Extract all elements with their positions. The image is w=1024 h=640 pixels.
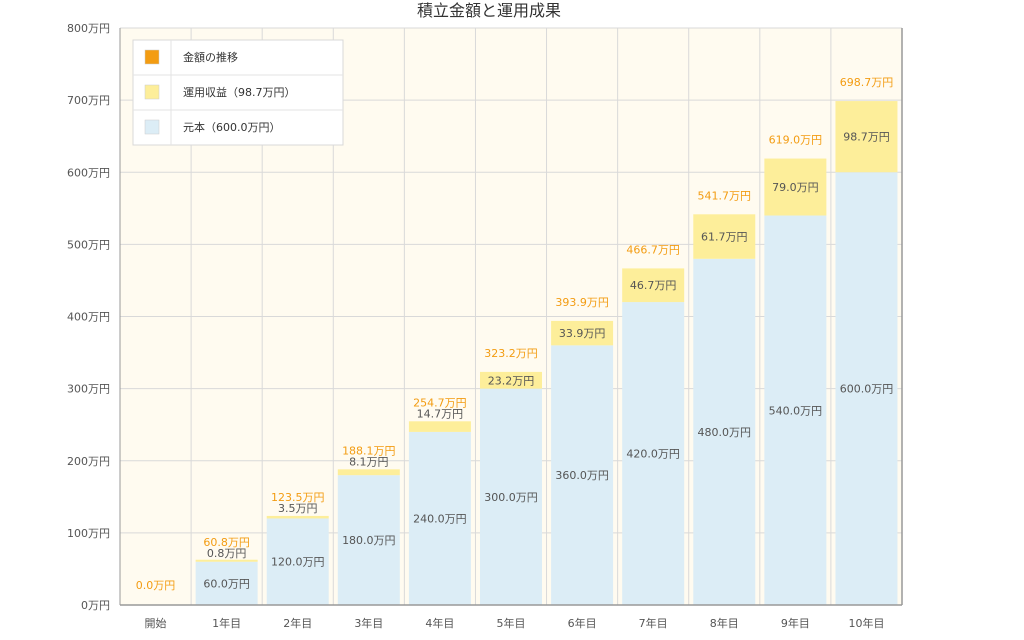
principal-label: 300.0万円 [484, 491, 538, 504]
profit-label: 33.9万円 [559, 327, 606, 340]
principal-bar [835, 172, 898, 605]
total-label: 393.9万円 [555, 296, 609, 309]
legend [132, 39, 344, 146]
y-tick-label: 500万円 [67, 238, 110, 251]
total-label: 60.8万円 [203, 536, 250, 549]
x-tick-label: 2年目 [283, 616, 312, 630]
legend-swatch [144, 49, 160, 65]
y-tick-label: 700万円 [67, 94, 110, 107]
profit-label: 3.5万円 [278, 502, 318, 515]
x-tick-label: 1年目 [212, 616, 241, 630]
x-tick-label: 9年目 [781, 616, 810, 630]
profit-label: 98.7万円 [843, 131, 890, 144]
x-tick-label: 4年目 [425, 616, 454, 630]
profit-label: 46.7万円 [630, 279, 677, 292]
profit-bar [835, 101, 898, 173]
profit-label: 23.2万円 [488, 374, 535, 387]
principal-label: 360.0万円 [555, 469, 609, 482]
x-tick-label: 8年目 [710, 616, 739, 630]
x-tick-label: 5年目 [497, 616, 526, 630]
total-label: 123.5万円 [271, 491, 325, 504]
profit-bar [551, 320, 614, 346]
y-tick-label: 800万円 [67, 22, 110, 35]
legend-swatch [144, 119, 160, 135]
total-label: 0.0万円 [136, 579, 176, 592]
total-label: 541.7万円 [698, 189, 752, 202]
legend-label: 金額の推移 [183, 50, 238, 64]
y-tick-label: 600万円 [67, 166, 110, 179]
principal-bar [408, 431, 471, 605]
principal-bar [622, 302, 685, 605]
total-label: 254.7万円 [413, 396, 467, 409]
profit-label: 61.7万円 [701, 231, 748, 244]
profit-bar [764, 158, 827, 216]
principal-bar [764, 215, 827, 605]
principal-bar [195, 561, 258, 605]
x-tick-label: 開始 [145, 616, 167, 630]
principal-bar [266, 518, 329, 605]
total-label: 619.0万円 [769, 134, 823, 147]
principal-label: 480.0万円 [698, 426, 752, 439]
y-tick-label: 100万円 [67, 527, 110, 540]
profit-bar [337, 469, 400, 476]
profit-bar [693, 214, 756, 259]
y-tick-label: 300万円 [67, 383, 110, 396]
total-label: 188.1万円 [342, 444, 396, 457]
x-tick-label: 10年目 [848, 616, 884, 630]
total-label: 323.2万円 [484, 347, 538, 360]
principal-label: 540.0万円 [769, 404, 823, 417]
principal-bar [480, 388, 542, 605]
profit-label: 8.1万円 [349, 455, 389, 468]
profit-bar [480, 371, 542, 389]
legend-swatch [144, 84, 160, 100]
chart-title: 積立金額と運用成果 [417, 1, 561, 20]
y-tick-label: 200万円 [67, 455, 110, 468]
profit-label: 14.7万円 [417, 407, 464, 420]
principal-bar [551, 345, 614, 605]
principal-label: 600.0万円 [840, 383, 894, 396]
total-label: 698.7万円 [840, 76, 894, 89]
profit-bar [622, 268, 685, 303]
x-tick-label: 3年目 [354, 616, 383, 630]
legend-label: 運用収益（98.7万円） [183, 85, 296, 99]
legend-label: 元本（600.0万円） [183, 120, 281, 134]
y-tick-label: 0万円 [81, 599, 110, 612]
x-tick-label: 7年目 [639, 616, 668, 630]
profit-bar [195, 559, 258, 562]
principal-label: 240.0万円 [413, 512, 467, 525]
principal-label: 420.0万円 [626, 448, 680, 461]
profit-bar [266, 515, 329, 519]
principal-label: 60.0万円 [203, 577, 250, 590]
principal-bar [337, 475, 400, 605]
principal-label: 120.0万円 [271, 556, 325, 569]
y-tick-label: 400万円 [67, 311, 110, 324]
x-tick-label: 6年目 [568, 616, 597, 630]
profit-label: 79.0万円 [772, 181, 819, 194]
total-label: 466.7万円 [626, 243, 680, 256]
principal-label: 180.0万円 [342, 534, 396, 547]
profit-bar [408, 421, 471, 432]
principal-bar [693, 258, 756, 605]
profit-label: 0.8万円 [207, 547, 247, 560]
